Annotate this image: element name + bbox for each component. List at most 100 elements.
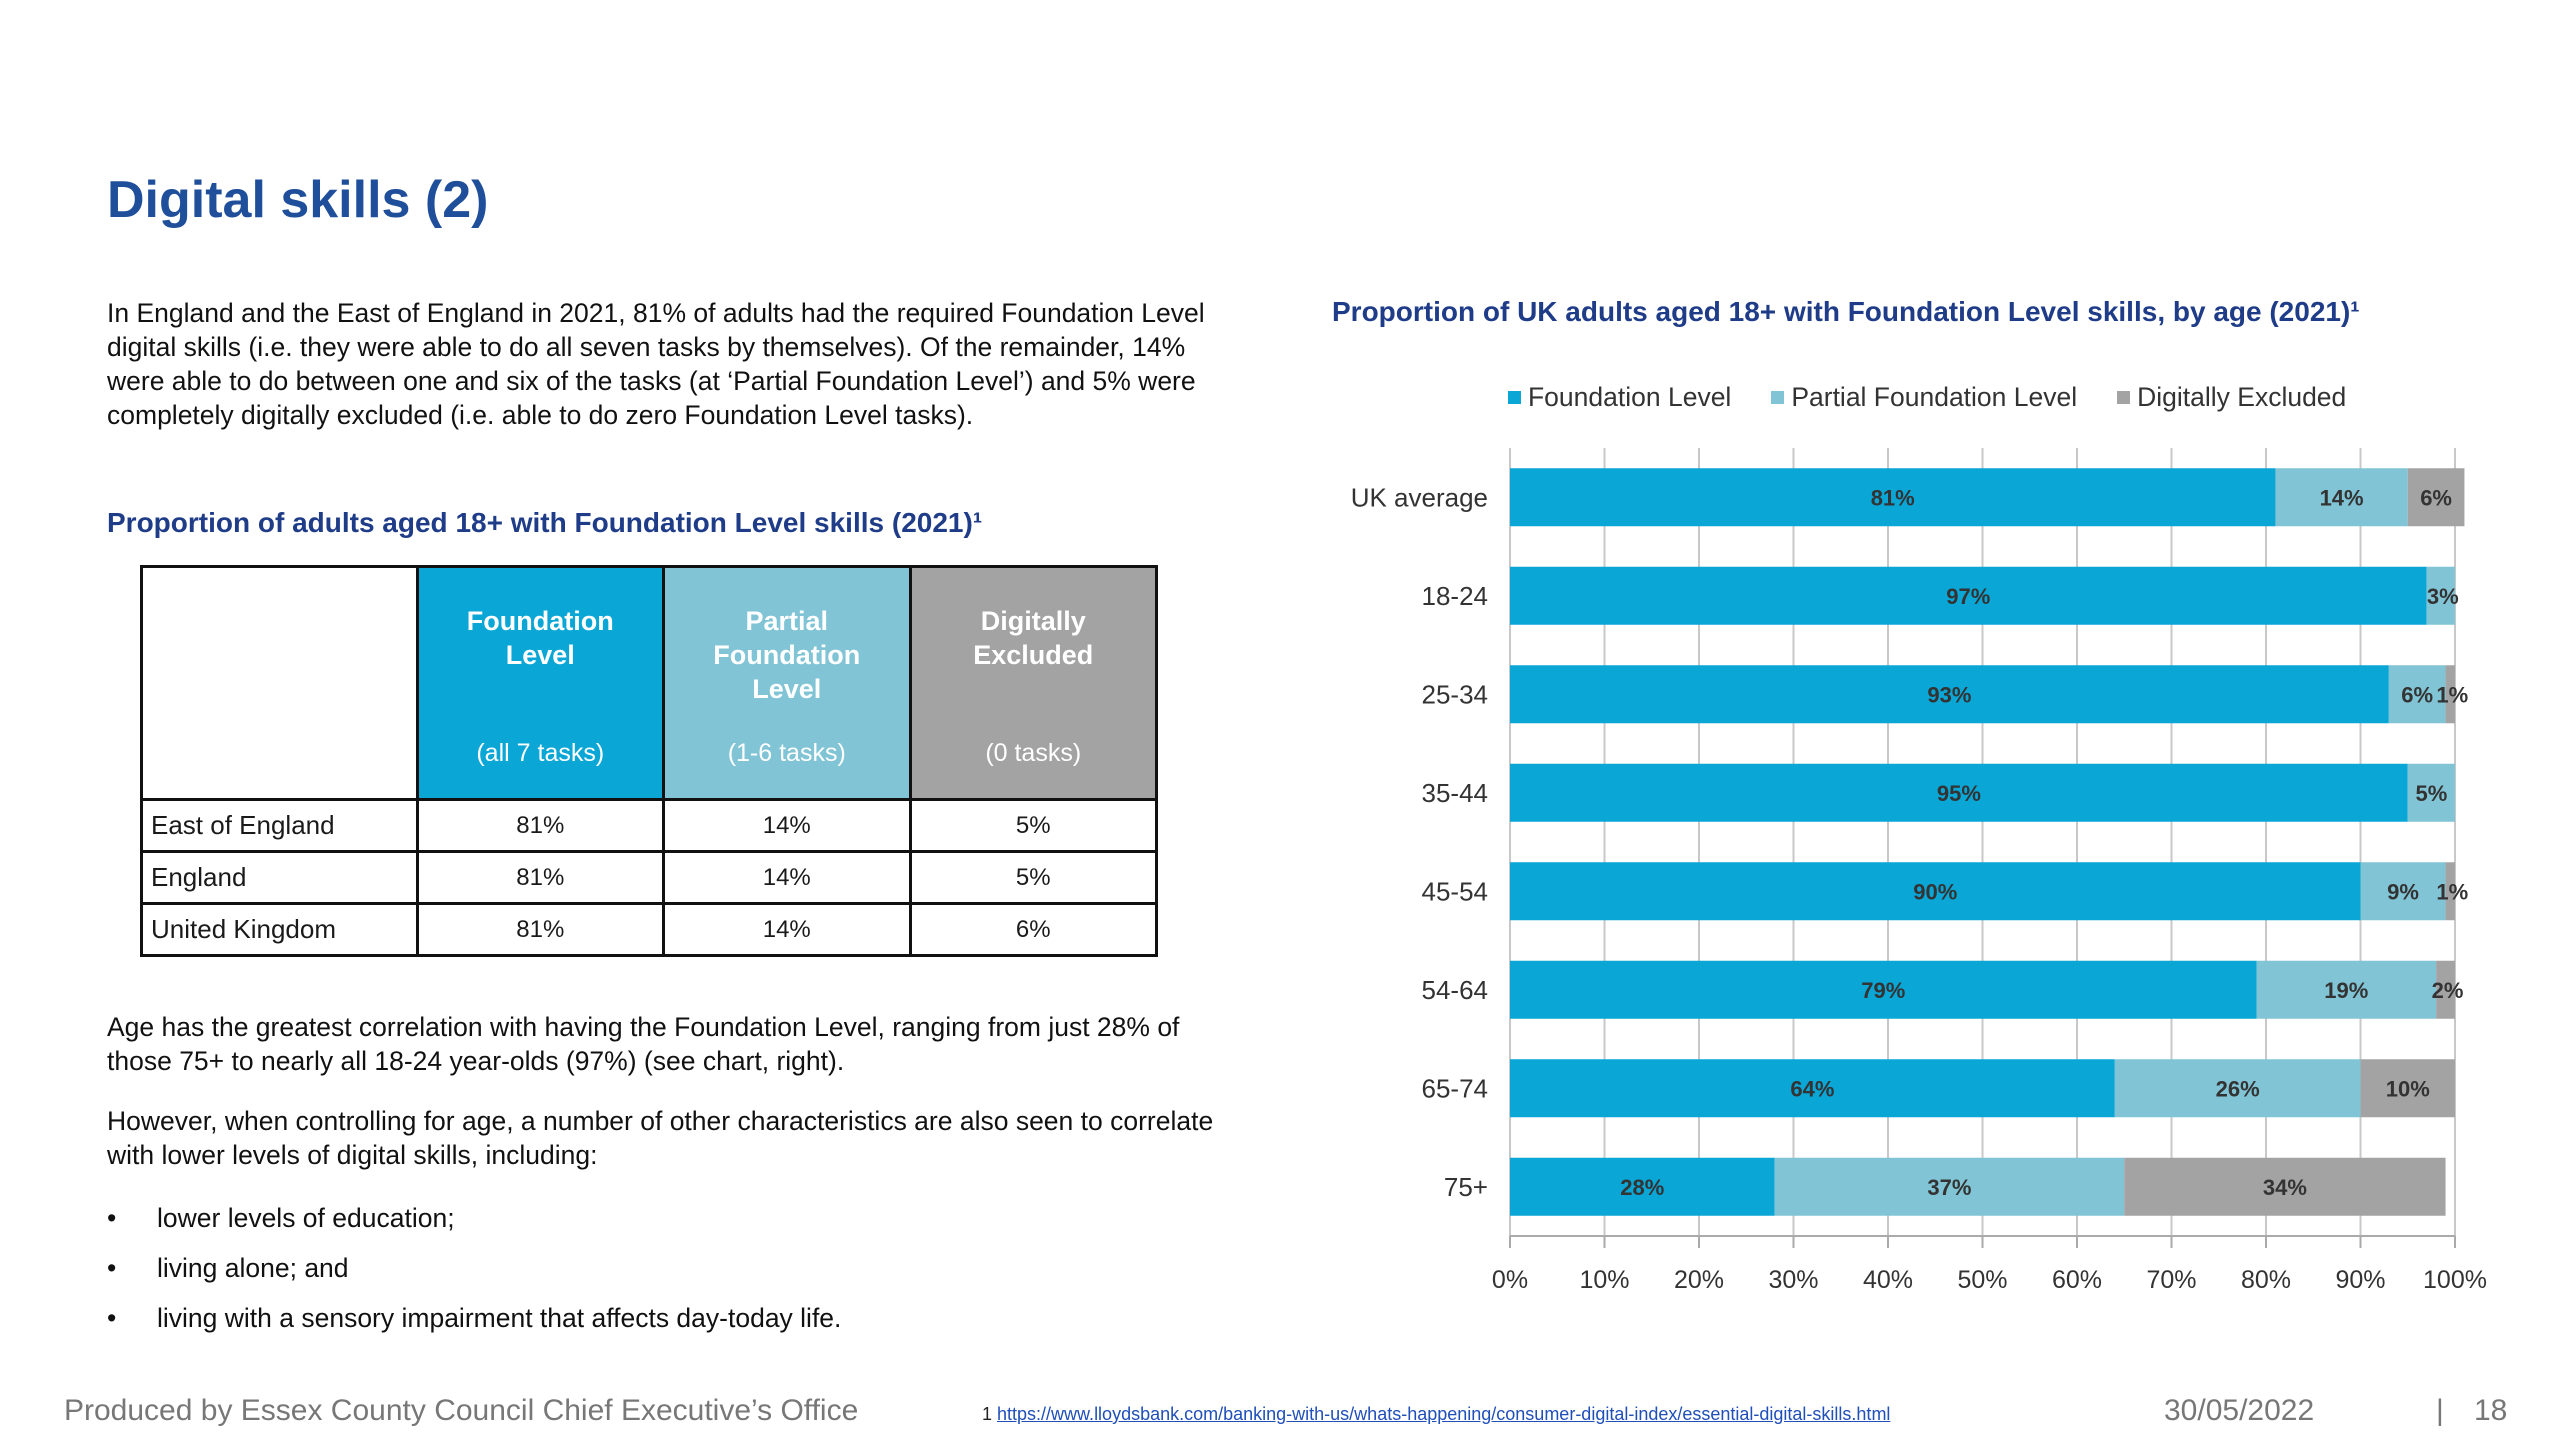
data-label: 14%: [2320, 485, 2364, 510]
data-label: 28%: [1620, 1175, 1664, 1200]
data-label: 10%: [2386, 1076, 2430, 1101]
data-label: 37%: [1927, 1175, 1971, 1200]
table-cell: 5%: [908, 798, 1158, 853]
column-header-sub: (all 7 tasks): [476, 739, 605, 767]
bar-segment: [2114, 1059, 2361, 1118]
x-tick-label: 10%: [1579, 1266, 1629, 1294]
legend-swatch: [1771, 391, 1785, 404]
bar-segment: [2360, 1059, 2455, 1118]
category-label: 54-64: [1422, 975, 1489, 1005]
footnote-number: 1: [982, 1404, 993, 1424]
x-tick-label: 20%: [1674, 1266, 1724, 1294]
column-header-foundation: Foundation Level (all 7 tasks): [415, 565, 666, 801]
list-item: • living alone; and: [107, 1251, 841, 1301]
data-label: 3%: [2427, 584, 2459, 609]
data-label: 34%: [2263, 1175, 2307, 1200]
bar-segment: [2256, 960, 2437, 1019]
data-label: 81%: [1871, 485, 1915, 510]
column-header-partial: Partial Foundation Level (1-6 tasks): [662, 565, 912, 801]
skills-table: Foundation Level (all 7 tasks) Partial F…: [140, 565, 1158, 957]
other-characteristics-paragraph: However, when controlling for age, a num…: [107, 1106, 1214, 1170]
data-label: 79%: [1861, 978, 1905, 1003]
table-row: England 81% 14% 5%: [140, 850, 1158, 905]
category-label: UK average: [1351, 482, 1488, 512]
x-tick-label: 60%: [2052, 1266, 2102, 1294]
column-header-label: Foundation Level: [466, 606, 614, 670]
age-correlation-paragraph: Age has the greatest correlation with ha…: [107, 1012, 1180, 1076]
table-cell: 81%: [415, 850, 666, 905]
data-label: 6%: [2420, 485, 2452, 510]
bar-segment: [2445, 665, 2455, 724]
footer-date: 30/05/2022: [2164, 1394, 2315, 1427]
x-tick-label: 90%: [2335, 1266, 2385, 1294]
characteristics-list: • lower levels of education; • living alon…: [107, 1201, 841, 1351]
list-item-text: living with a sensory impairment that af…: [157, 1303, 842, 1333]
data-label: 2%: [2432, 978, 2464, 1003]
stacked-bar-chart: UK average 81% 14% 6%18-24 97% 3%25-34 93% 6% 1%…: [1351, 448, 2487, 1294]
x-tick-label: 40%: [1863, 1266, 1913, 1294]
data-label: 97%: [1946, 584, 1990, 609]
chart-legend: Foundation Level Partial Foundation Leve…: [1508, 382, 2386, 413]
x-tick-label: 30%: [1768, 1266, 1818, 1294]
category-label: 45-54: [1422, 876, 1489, 906]
bullet-icon: •: [107, 1203, 117, 1233]
bullet-icon: •: [107, 1303, 117, 1333]
bar-segment: [1510, 763, 2408, 822]
column-header-sub: (1-6 tasks): [727, 739, 846, 767]
bar-segment: [1510, 665, 2389, 724]
data-label: 1%: [2436, 879, 2468, 904]
data-label: 1%: [2436, 682, 2468, 707]
table-corner-cell: [140, 565, 419, 801]
data-label: 90%: [1913, 879, 1957, 904]
bullet-icon: •: [107, 1253, 117, 1283]
row-label: East of England: [140, 798, 419, 853]
bar-segment: [2360, 862, 2446, 921]
page-title: Digital skills (2): [107, 171, 489, 229]
data-label: 26%: [2216, 1076, 2260, 1101]
bar-segment: [2388, 665, 2446, 724]
legend-label: Foundation Level: [1528, 382, 1732, 412]
table-cell: 14%: [662, 850, 912, 905]
footnote-link[interactable]: https://www.lloydsbank.com/banking-with-…: [997, 1404, 1891, 1424]
bar-segment: [1510, 1157, 1775, 1216]
list-item-text: lower levels of education;: [157, 1203, 455, 1233]
bar-segment: [2407, 763, 2455, 822]
page-number: 18: [2474, 1394, 2508, 1427]
bar-segment: [2445, 862, 2455, 921]
table-row: United Kingdom 81% 14% 6%: [140, 902, 1158, 957]
category-label: 75+: [1444, 1172, 1488, 1202]
footer-producer: Produced by Essex County Council Chief E…: [64, 1394, 859, 1427]
bar-segment: [1510, 468, 2276, 527]
bar-segment: [2426, 566, 2455, 625]
legend-item-excluded: Digitally Excluded: [2117, 382, 2346, 413]
footnote: 1 https://www.lloydsbank.com/banking-wit…: [982, 1404, 1890, 1425]
list-item-text: living alone; and: [157, 1253, 349, 1283]
x-tick-label: 80%: [2241, 1266, 2291, 1294]
table-cell: 14%: [662, 902, 912, 957]
table-cell: 5%: [908, 850, 1158, 905]
data-label: 64%: [1790, 1076, 1834, 1101]
chart-title: Proportion of UK adults aged 18+ with Fo…: [1332, 296, 2360, 327]
x-tick-label: 0%: [1492, 1266, 1528, 1294]
legend-item-partial: Partial Foundation Level: [1771, 382, 2077, 413]
bar-segment: [1510, 862, 2361, 921]
bar-segment: [2407, 468, 2465, 527]
legend-swatch: [2117, 391, 2131, 404]
x-tick-label: 100%: [2423, 1266, 2487, 1294]
bar-segment: [1774, 1157, 2125, 1216]
table-cell: 14%: [662, 798, 912, 853]
bar-segment: [2275, 468, 2408, 527]
data-label: 5%: [2415, 781, 2447, 806]
table-header-row: Foundation Level (all 7 tasks) Partial F…: [140, 565, 1158, 801]
table-cell: 81%: [415, 798, 666, 853]
table-cell: 81%: [415, 902, 666, 957]
bar-segment: [1510, 566, 2427, 625]
category-label: 25-34: [1422, 679, 1489, 709]
data-label: 6%: [2401, 682, 2433, 707]
bar-segment: [2124, 1157, 2446, 1216]
bar-segment: [2436, 960, 2455, 1019]
data-label: 95%: [1937, 781, 1981, 806]
intro-paragraph: In England and the East of England in 20…: [107, 298, 1205, 430]
column-header-excluded: Digitally Excluded (0 tasks): [908, 565, 1158, 801]
data-label: 9%: [2387, 879, 2419, 904]
